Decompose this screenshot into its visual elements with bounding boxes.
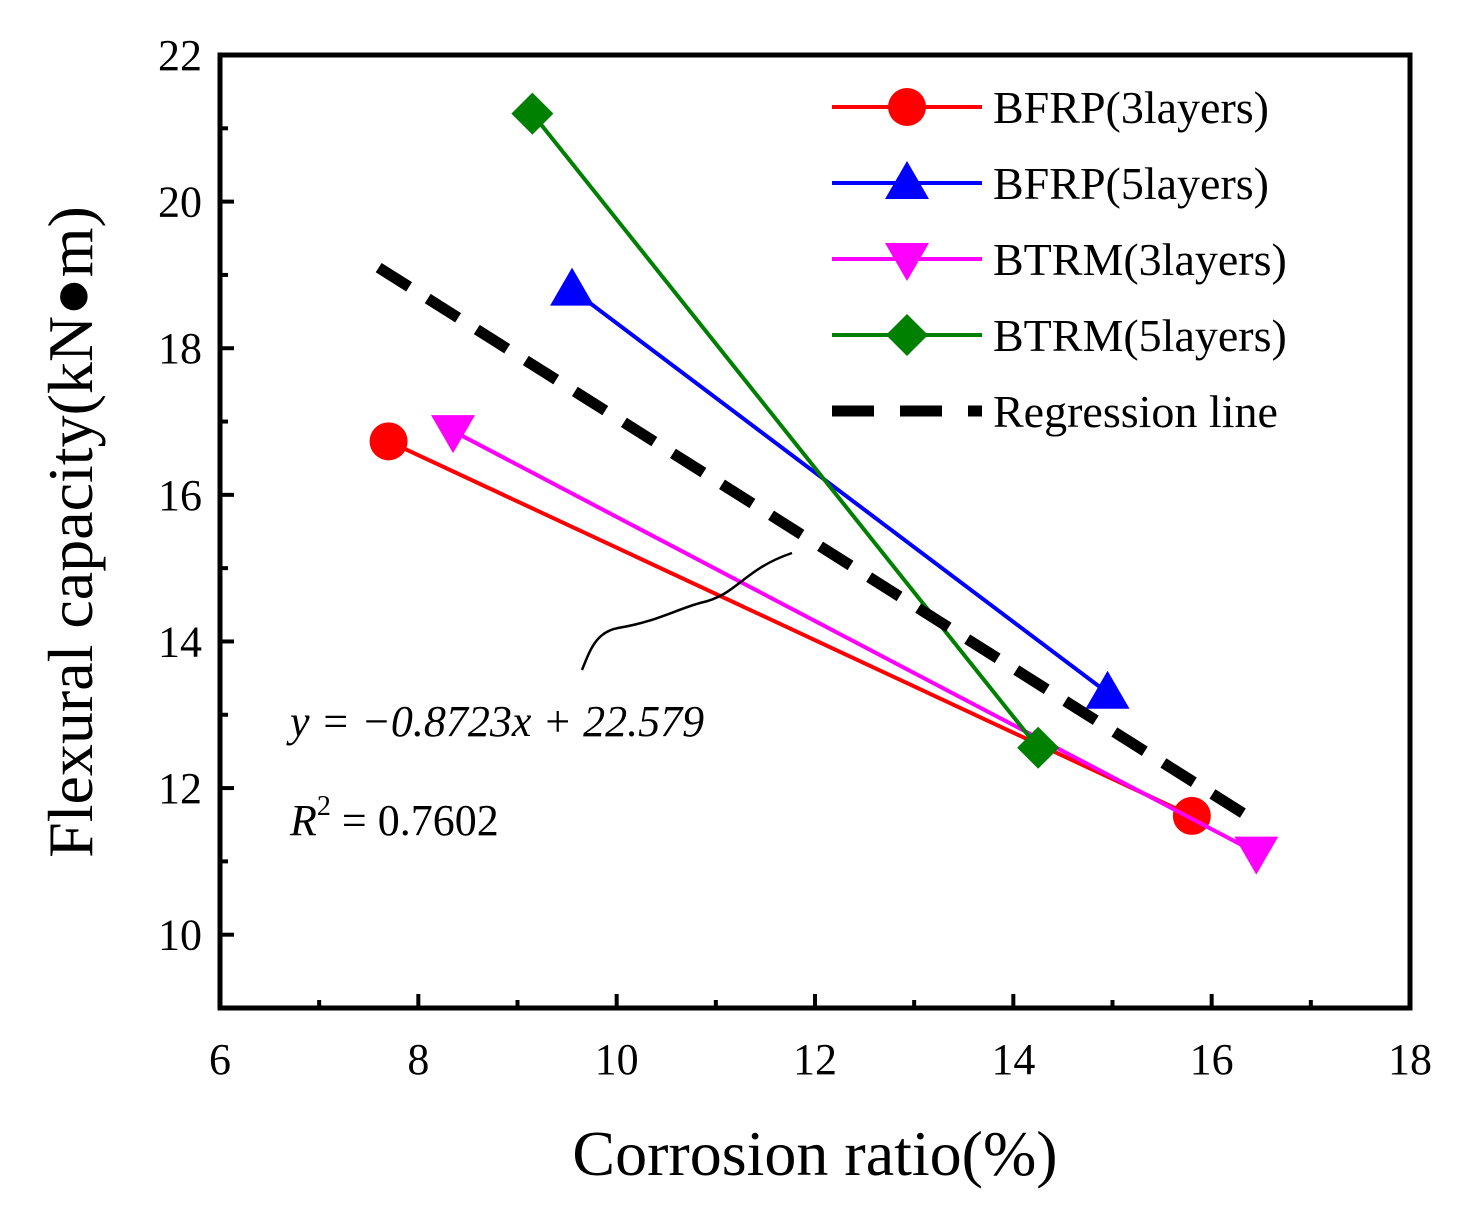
data-series (369, 92, 1279, 875)
y-tick-label: 14 (158, 617, 202, 666)
legend-item-bfrp-3layers: BFRP(3layers) (832, 82, 1269, 133)
x-tick-label: 12 (793, 1035, 837, 1084)
x-tick-label: 6 (209, 1035, 231, 1084)
x-axis-title: Corrosion ratio(%) (572, 1118, 1057, 1189)
x-tick-label: 8 (407, 1035, 429, 1084)
legend-label: Regression line (993, 386, 1278, 437)
axis-tick-labels: 6 8 10 12 14 16 18 10 12 14 16 18 20 22 (158, 31, 1432, 1084)
data-point-bfrp-5layers (550, 267, 595, 306)
series-bfrp-5layers (550, 267, 1130, 709)
series-btrm-5layers (511, 92, 1060, 769)
legend-marker (886, 314, 928, 356)
series-line-bfrp-3layers (387, 439, 1193, 818)
legend-label: BTRM(3layers) (993, 234, 1287, 285)
data-point-btrm-5layers (1017, 726, 1060, 769)
data-point-btrm-3layers (431, 415, 476, 454)
y-tick-label: 18 (158, 324, 202, 373)
data-point-bfrp-5layers (1085, 670, 1130, 709)
x-tick-label: 14 (991, 1035, 1035, 1084)
x-tick-label: 16 (1190, 1035, 1234, 1084)
data-point-bfrp-3layers (369, 422, 408, 461)
data-point-bfrp-3layers (1172, 796, 1211, 835)
y-tick-label: 20 (158, 178, 202, 227)
r-squared-label: R (289, 796, 317, 845)
legend-marker (885, 243, 929, 281)
series-bfrp-3layers (369, 422, 1211, 835)
r-squared-annotation: R2 = 0.7602 (289, 791, 499, 845)
legend-marker (885, 161, 929, 199)
y-tick-label: 10 (158, 911, 202, 960)
data-point-btrm-3layers (1234, 836, 1279, 875)
equation-leader-line (580, 551, 793, 671)
legend-marker (888, 88, 926, 126)
legend-label: BFRP(3layers) (993, 82, 1269, 133)
r-squared-value: = 0.7602 (331, 796, 499, 845)
legend-item-btrm-5layers: BTRM(5layers) (832, 310, 1287, 361)
series-line-bfrp-5layers (570, 287, 1109, 695)
x-tick-label: 18 (1388, 1035, 1432, 1084)
series-btrm-3layers (431, 415, 1279, 875)
y-tick-label: 22 (158, 31, 202, 80)
series-line-btrm-5layers (530, 112, 1040, 750)
legend: BFRP(3layers) BFRP(5layers) BTRM(3layers) B… (832, 82, 1287, 437)
legend-item-btrm-3layers: BTRM(3layers) (832, 234, 1287, 285)
x-tick-label: 10 (595, 1035, 639, 1084)
r-squared-exponent: 2 (317, 791, 331, 822)
plot-frame (217, 52, 1413, 1011)
legend-item-bfrp-5layers: BFRP(5layers) (832, 158, 1269, 209)
data-point-btrm-5layers (511, 92, 554, 135)
legend-label: BFRP(5layers) (993, 158, 1269, 209)
legend-label: BTRM(5layers) (993, 310, 1287, 361)
y-tick-label: 16 (158, 471, 202, 520)
series-line-btrm-3layers (452, 429, 1258, 855)
y-axis-title: Flexural capacity(kN●m) (35, 206, 106, 858)
regression-equation: y = −0.8723x + 22.579 (286, 697, 704, 746)
y-tick-label: 12 (158, 764, 202, 813)
legend-item-regression-line: Regression line (832, 386, 1278, 437)
